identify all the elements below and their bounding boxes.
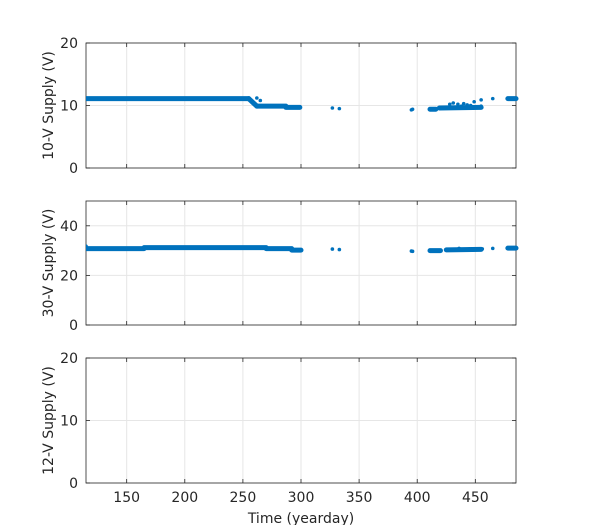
y-axis-label: 10-V Supply (V): [41, 51, 57, 160]
y-tick-label: 10: [60, 99, 78, 115]
data-point: [330, 106, 335, 110]
data-point: [451, 101, 456, 105]
x-tick-label: 300: [288, 490, 315, 506]
y-axis-label: 12-V Supply (V): [41, 366, 57, 475]
x-tick-label: 150: [113, 490, 140, 506]
x-tick-label: 400: [404, 490, 431, 506]
data-point: [86, 244, 88, 248]
data-point: [447, 102, 452, 107]
x-tick-label: 250: [230, 490, 257, 506]
data-point: [337, 106, 342, 111]
data-point: [330, 247, 335, 251]
y-tick-label: 0: [69, 476, 78, 492]
y-tick-label: 20: [60, 268, 78, 284]
data-point: [467, 247, 472, 251]
data-point: [457, 246, 461, 251]
data-point: [410, 249, 415, 254]
data-point: [479, 104, 483, 108]
data-point: [255, 96, 259, 100]
y-tick-label: 0: [69, 318, 78, 334]
data-point: [472, 99, 476, 104]
data-point: [337, 247, 342, 252]
y-axis-label: 30-V Supply (V): [41, 209, 57, 318]
data-series: [86, 96, 519, 112]
data-point: [490, 246, 495, 251]
data-point: [479, 98, 483, 102]
data-point: [468, 103, 473, 108]
data-point: [456, 102, 460, 107]
x-tick-label: 450: [462, 490, 489, 506]
x-axis-label: Time (yearday): [247, 511, 354, 525]
data-run: [436, 104, 484, 111]
y-tick-label: 0: [69, 161, 78, 177]
y-tick-label: 10: [60, 414, 78, 430]
y-tick-label: 20: [60, 351, 78, 367]
data-point: [465, 103, 469, 107]
y-tick-label: 40: [60, 219, 78, 235]
data-series: [86, 244, 519, 254]
data-point: [490, 96, 495, 101]
x-tick-label: 200: [171, 490, 198, 506]
data-point: [480, 247, 485, 251]
data-point: [461, 101, 466, 106]
data-point: [410, 107, 415, 112]
data-point: [459, 104, 464, 108]
y-tick-label: 20: [60, 36, 78, 52]
data-point: [258, 98, 263, 103]
x-tick-label: 350: [346, 490, 373, 506]
